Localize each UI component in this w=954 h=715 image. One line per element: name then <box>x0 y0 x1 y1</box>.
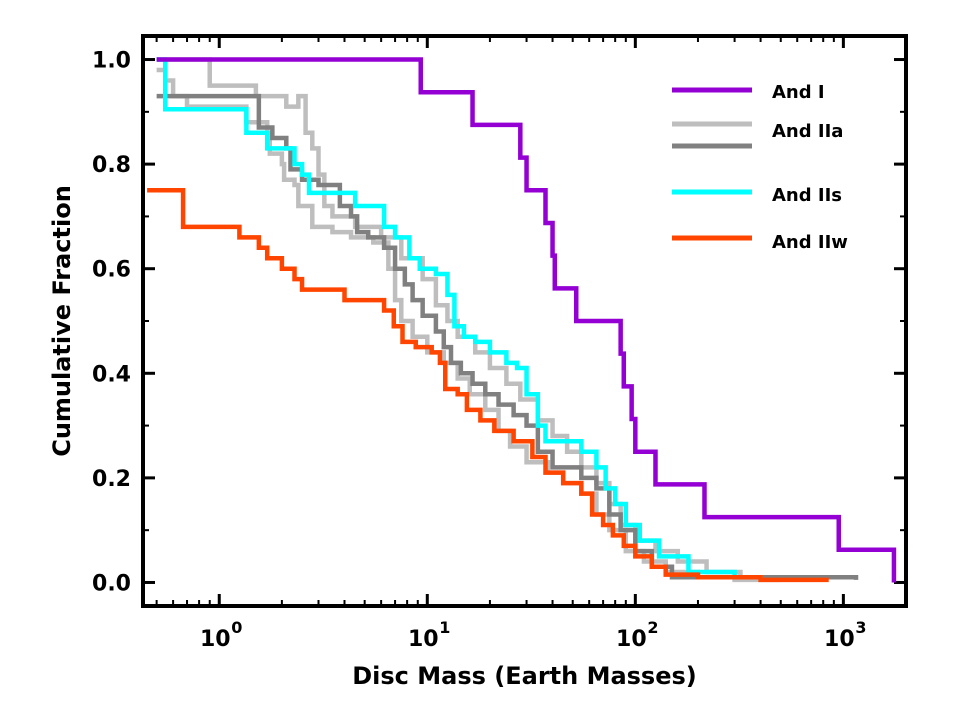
series-line-and-iis <box>156 57 763 580</box>
x-tick-labels: 10 0 10 1 10 2 10 3 <box>200 618 867 652</box>
y-tick-label: 0.0 <box>92 571 131 596</box>
series-line-and-iia <box>156 93 859 580</box>
x-tick-label: 10 <box>616 627 647 652</box>
y-tick-label: 0.4 <box>92 362 131 387</box>
y-tick-label: 0.8 <box>92 153 131 178</box>
x-tick-label-exponent: 1 <box>439 618 450 637</box>
y-tick-label: 1.0 <box>92 49 131 74</box>
series-line-and-iia <box>156 57 783 580</box>
y-tick-labels: 0.0 0.2 0.4 0.6 0.8 1.0 <box>92 49 131 597</box>
legend: And I And IIa And IIs And IIw <box>672 82 848 253</box>
y-axis-label: Cumulative Fraction <box>48 185 76 457</box>
x-tick-label: 10 <box>408 627 439 652</box>
x-tick-label-exponent: 0 <box>231 618 242 637</box>
x-tick-label-exponent: 3 <box>855 618 866 637</box>
x-axis-label: Disc Mass (Earth Masses) <box>352 662 697 690</box>
x-tick-label: 10 <box>824 627 855 652</box>
x-tick-label: 10 <box>200 627 231 652</box>
y-tick-label: 0.2 <box>92 467 131 492</box>
legend-label: And IIa <box>772 121 843 142</box>
plot-frame <box>141 34 908 608</box>
x-tick-label-exponent: 2 <box>647 618 658 637</box>
series-lines <box>147 57 897 583</box>
legend-label: And IIw <box>772 232 848 253</box>
series-line-and-iiw <box>147 188 829 583</box>
y-tick-label: 0.6 <box>92 258 131 283</box>
legend-label: And IIs <box>772 185 842 206</box>
series-line-and-i <box>156 57 897 583</box>
legend-label: And I <box>772 82 825 103</box>
